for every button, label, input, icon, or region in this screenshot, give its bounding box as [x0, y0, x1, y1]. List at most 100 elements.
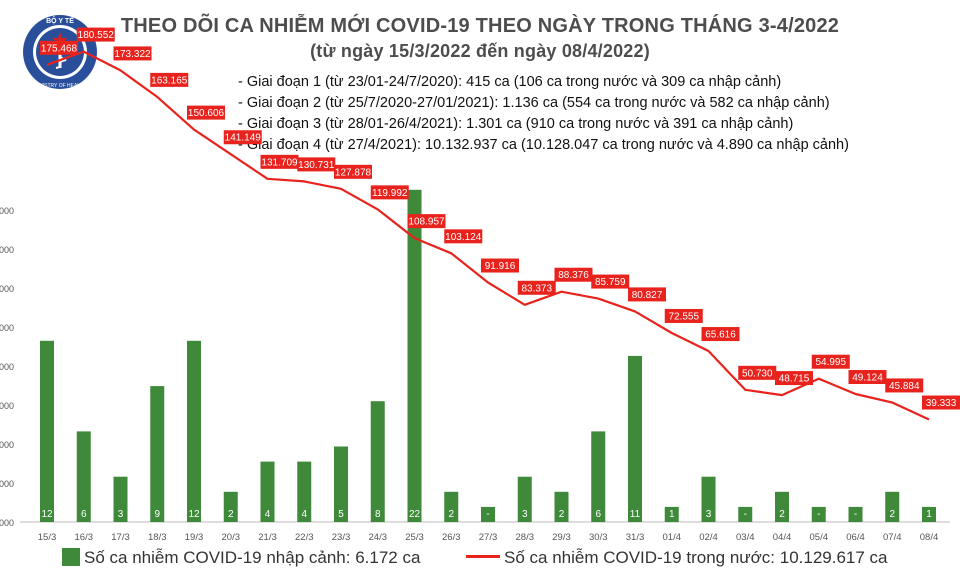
import-case-bar [223, 491, 238, 522]
domestic-case-line [46, 50, 930, 421]
domestic-case-point-label: 88.376 [558, 270, 589, 281]
legend-line-swatch [466, 555, 500, 558]
phase-summary-item: - Giai đoạn 2 (từ 25/7/2020-27/01/2021):… [238, 95, 830, 111]
domestic-case-point-label-box [223, 130, 262, 145]
svg-text:MINISTRY OF HEALTH: MINISTRY OF HEALTH [34, 83, 87, 89]
x-axis-tick-label: 04/4 [773, 532, 792, 543]
import-case-bar-label: 4 [301, 509, 307, 520]
domestic-case-point-label: 180.552 [78, 30, 115, 41]
y-axis-tick-label: .000 [0, 284, 14, 294]
y-axis-tick-label: .000 [0, 323, 14, 333]
y-axis-tick-label: .000 [0, 401, 14, 411]
x-axis-tick-label: 19/3 [185, 532, 204, 543]
domestic-case-point-label-box [334, 164, 372, 179]
import-case-bar-label: 3 [522, 509, 528, 520]
phase-summary-item: - Giai đoạn 3 (từ 28/01-26/4/2021): 1.30… [238, 116, 794, 132]
import-case-bar-label: 11 [630, 509, 641, 520]
import-case-bar [885, 491, 900, 522]
domestic-case-point-label-box [701, 327, 740, 342]
domestic-case-point-label-box [517, 280, 556, 295]
chart-subtitle: (từ ngày 15/3/2022 đến ngày 08/4/2022) [310, 41, 650, 61]
import-case-bar [922, 506, 936, 522]
y-axis-tick-label: .000 [0, 518, 14, 528]
import-case-bar-label: 2 [228, 509, 234, 520]
import-case-bar-label: 3 [706, 509, 712, 520]
import-case-bar [811, 506, 826, 522]
x-axis-tick-label: 26/3 [442, 532, 461, 543]
import-case-bar-label: - [854, 509, 857, 520]
y-axis-tick-label: .000 [0, 479, 14, 489]
domestic-case-point-label: 130.731 [298, 160, 335, 171]
import-case-bar [628, 355, 642, 522]
import-case-bar-label: 2 [559, 509, 565, 520]
import-case-bar [848, 506, 863, 522]
import-case-bar [150, 386, 165, 522]
import-case-bar [40, 340, 54, 522]
phase-summary-item: - Giai đoạn 4 (từ 27/4/2021): 10.132.937… [238, 137, 849, 153]
legend-bar-entry: Số ca nhiễm COVID-19 nhập cảnh: 6.172 ca [62, 548, 420, 568]
import-case-bar-label: 5 [338, 509, 344, 520]
x-axis-tick-label: 20/3 [222, 532, 241, 543]
x-axis-tick-label: 01/4 [663, 532, 682, 543]
import-case-bar-label: 4 [265, 509, 271, 520]
import-case-bar-label: - [486, 509, 489, 520]
domestic-case-point-label: 173.322 [114, 49, 151, 60]
domestic-case-point-label-box [113, 46, 152, 61]
legend-bar-label: Số ca nhiễm COVID-19 nhập cảnh: 6.172 ca [84, 548, 421, 567]
domestic-case-point-label: 150.606 [188, 108, 225, 119]
import-case-bar-label: 12 [41, 509, 53, 520]
import-case-bar-label: 9 [154, 509, 160, 520]
import-case-bar [517, 476, 532, 522]
import-case-bar-label: 22 [409, 509, 421, 520]
x-axis-tick-label: 23/3 [332, 532, 351, 543]
domestic-case-point-label-box [76, 27, 115, 42]
import-case-bar [738, 506, 753, 522]
import-case-bar [113, 476, 128, 522]
legend-bar-swatch [62, 548, 80, 566]
domestic-case-point-label-box [922, 395, 960, 410]
import-case-bar-label: 1 [926, 509, 932, 520]
domestic-case-point-label-box [40, 40, 78, 55]
domestic-case-point-label-box [885, 378, 924, 393]
import-case-bar [260, 461, 275, 522]
x-axis-tick-label: 24/3 [369, 532, 388, 543]
domestic-case-point-label-box [481, 258, 519, 273]
x-axis-tick-label: 05/4 [810, 532, 829, 543]
x-axis-tick-label: 02/4 [699, 532, 718, 543]
import-case-bar [775, 491, 789, 522]
domestic-case-point-label-box [628, 287, 666, 302]
x-axis-tick-label: 08/4 [920, 532, 939, 543]
x-axis-tick-label: 30/3 [589, 532, 608, 543]
x-axis-tick-label: 31/3 [626, 532, 645, 543]
domestic-case-point-label-box [150, 72, 189, 87]
import-case-bar-label: 8 [375, 509, 381, 520]
svg-text:BỘ Y TẾ: BỘ Y TẾ [46, 15, 74, 25]
import-case-bar [591, 431, 606, 522]
import-case-bar-label: 2 [448, 509, 454, 520]
import-case-bar-label: 6 [81, 509, 87, 520]
domestic-case-point-label: 163.165 [151, 75, 188, 86]
x-axis-tick-label: 03/4 [736, 532, 755, 543]
y-axis-tick-label: .000 [0, 245, 14, 255]
domestic-case-point-label: 85.759 [595, 277, 626, 288]
x-axis-tick-label: 06/4 [846, 532, 865, 543]
import-case-bar-label: 2 [889, 509, 895, 520]
domestic-case-point-label: 65.616 [705, 330, 736, 341]
import-case-bar [481, 506, 495, 522]
domestic-case-point-label: 119.992 [372, 188, 408, 199]
domestic-case-point-label: 39.333 [926, 398, 957, 409]
x-axis-tick-label: 25/3 [405, 532, 424, 543]
domestic-case-point-label: 141.149 [225, 133, 262, 144]
domestic-case-point-label: 103.124 [445, 232, 482, 243]
import-case-bar-label: - [744, 509, 747, 520]
y-axis-tick-label: .000 [0, 440, 14, 450]
domestic-case-point-label-box [554, 267, 593, 282]
domestic-case-point-label: 175.468 [41, 43, 78, 54]
domestic-case-point-label-box [811, 354, 850, 369]
x-axis-tick-label: 15/3 [38, 532, 57, 543]
x-axis-tick-label: 27/3 [479, 532, 498, 543]
legend-line-label: Số ca nhiễm COVID-19 trong nước: 10.129.… [504, 548, 888, 567]
domestic-case-point-label: 127.878 [335, 167, 372, 178]
domestic-case-point-label-box [260, 154, 299, 169]
